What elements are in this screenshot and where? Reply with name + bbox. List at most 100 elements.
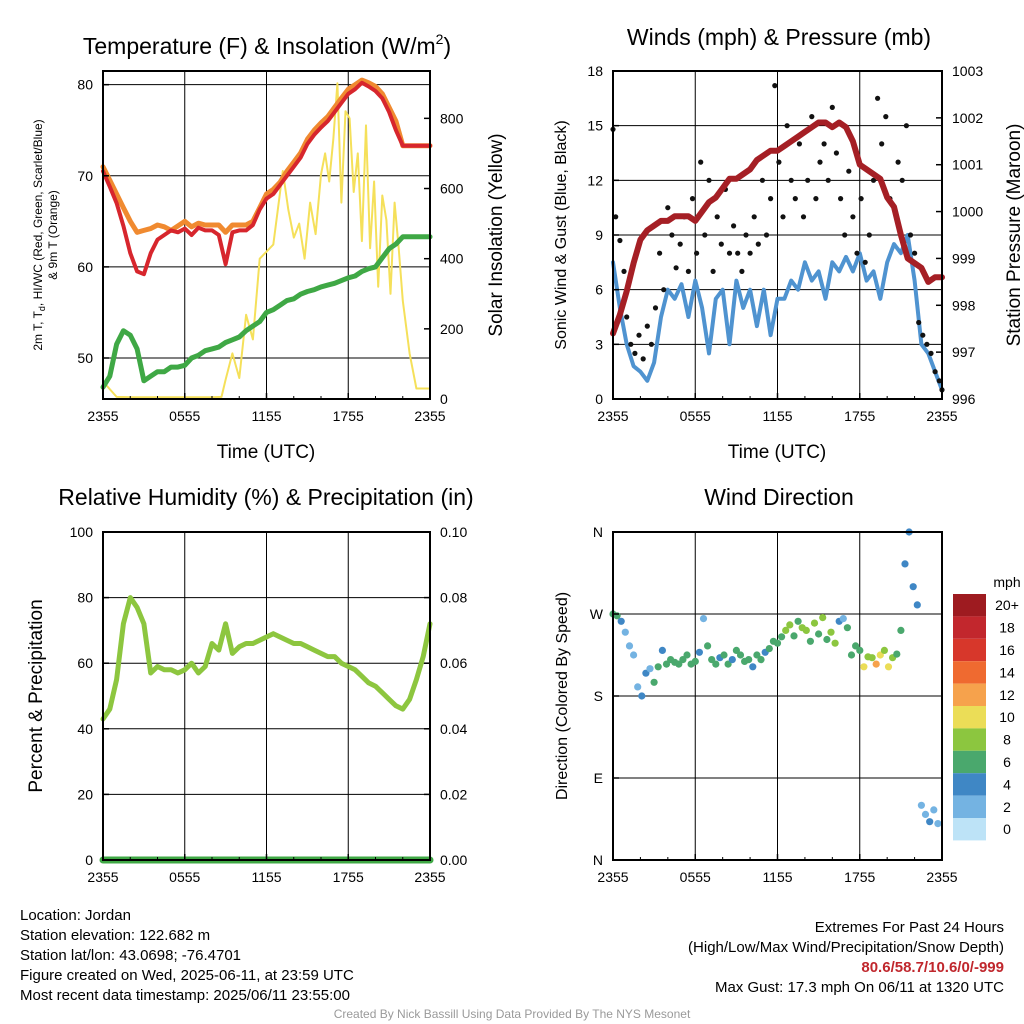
speed-colorbar: mph 20+ 18 16 14 12 10 8 6 4 2 0 xyxy=(953,574,1021,841)
y-tick-label: 18 xyxy=(587,63,603,79)
gust-point xyxy=(685,268,692,274)
gust-point xyxy=(636,332,642,338)
gust-point xyxy=(866,232,872,238)
gust-point xyxy=(784,123,790,129)
direction-point xyxy=(691,657,699,666)
colorbar-swatch xyxy=(953,616,986,639)
gust-point xyxy=(652,305,659,311)
gust-point xyxy=(780,214,786,220)
direction-point xyxy=(638,692,646,700)
gust-point xyxy=(755,241,761,247)
direction-point xyxy=(745,656,753,664)
x-tick-label: 0555 xyxy=(680,869,711,885)
temp-9m-line xyxy=(100,77,433,235)
y2-tick-label: 0 xyxy=(440,391,448,407)
gust-point xyxy=(883,114,889,120)
y-tick-label: 100 xyxy=(70,524,94,540)
x-tick-label: 2355 xyxy=(414,869,445,885)
gust-point xyxy=(924,341,930,347)
temperature-y-label-2: & 9m T (Orange) xyxy=(46,190,60,280)
direction-point xyxy=(897,626,905,635)
temperature-x-label: Time (UTC) xyxy=(217,442,316,463)
gust-point xyxy=(870,177,877,183)
direction-point xyxy=(712,660,720,668)
x-tick-label: 0555 xyxy=(169,869,200,885)
colorbar-label: 2 xyxy=(1003,799,1011,815)
colorbar-label: 4 xyxy=(1003,776,1011,792)
gust-point xyxy=(821,141,827,147)
direction-point xyxy=(679,656,687,664)
direction-point xyxy=(790,632,798,640)
gust-point xyxy=(792,196,798,202)
direction-point xyxy=(782,626,790,635)
x-tick-label: 2355 xyxy=(926,869,957,885)
direction-point xyxy=(650,678,658,686)
y-tick-label: S xyxy=(594,688,603,704)
location-text: Location: Jordan xyxy=(20,907,131,924)
direction-point xyxy=(831,639,839,647)
y2-tick-label: 1002 xyxy=(952,110,983,126)
y2-tick-label: 997 xyxy=(952,344,976,360)
colorbar-label: 8 xyxy=(1003,732,1011,748)
direction-point xyxy=(724,660,732,668)
gust-point xyxy=(731,223,737,229)
direction-point xyxy=(695,648,704,656)
x-tick-label: 2355 xyxy=(926,408,957,424)
dewpoint-line xyxy=(100,234,433,390)
direction-point xyxy=(806,637,815,645)
y2-tick-label: 0.02 xyxy=(440,786,467,802)
y-tick-label: W xyxy=(590,606,604,622)
y-tick-label: N xyxy=(593,852,603,868)
gust-point xyxy=(673,265,679,271)
direction-point xyxy=(921,810,930,819)
direction-point xyxy=(646,665,654,673)
direction-point xyxy=(773,639,782,647)
x-tick-label: 1755 xyxy=(333,869,364,885)
x-tick-label: 1155 xyxy=(762,869,792,885)
direction-point xyxy=(683,651,691,659)
gust-point xyxy=(788,177,794,183)
extremes-info: Extremes For Past 24 Hours (High/Low/Max… xyxy=(688,918,1004,998)
gust-point xyxy=(907,232,914,238)
direction-point xyxy=(617,617,625,625)
created-text: Figure created on Wed, 2025-06-11, at 23… xyxy=(20,967,354,984)
direction-point xyxy=(901,560,909,568)
direction-point xyxy=(786,621,794,629)
wind-x-label: Time (UTC) xyxy=(728,442,827,463)
credit-text: Created By Nick Bassill Using Data Provi… xyxy=(333,1007,691,1021)
gust-point xyxy=(850,214,856,220)
gust-point xyxy=(768,196,774,202)
direction-point xyxy=(815,630,823,638)
direction-point xyxy=(926,818,934,826)
gust-point xyxy=(879,141,885,147)
y-tick-label: 3 xyxy=(595,336,603,352)
y-tick-label: 0 xyxy=(85,852,93,868)
y2-tick-label: 999 xyxy=(952,250,976,266)
y-tick-label: 20 xyxy=(77,786,93,802)
gust-point xyxy=(617,237,623,244)
direction-point xyxy=(778,633,786,641)
gust-point xyxy=(763,232,770,238)
x-tick-label: 0555 xyxy=(169,408,200,424)
colorbar-label: 18 xyxy=(999,620,1015,636)
gust-point xyxy=(936,378,942,384)
gust-point xyxy=(813,196,819,202)
direction-point xyxy=(872,660,880,668)
gust-point xyxy=(932,369,938,375)
gust-point xyxy=(751,214,757,220)
direction-point xyxy=(753,651,761,659)
gust-point xyxy=(640,356,646,362)
colorbar-swatch xyxy=(953,728,986,751)
direction-point xyxy=(625,642,634,650)
y-tick-label: N xyxy=(593,524,603,540)
gust-point xyxy=(669,232,675,238)
gust-point xyxy=(776,159,782,165)
direction-point xyxy=(868,654,876,662)
x-tick-label: 1755 xyxy=(844,869,875,885)
x-tick-label: 2355 xyxy=(414,408,445,424)
x-tick-label: 2355 xyxy=(597,408,628,424)
y-tick-label: 15 xyxy=(587,118,603,134)
recent-timestamp-text: Most recent data timestamp: 2025/06/11 2… xyxy=(20,987,350,1004)
temperature-panel: Temperature (F) & Insolation (W/m2) 2355… xyxy=(31,31,507,463)
